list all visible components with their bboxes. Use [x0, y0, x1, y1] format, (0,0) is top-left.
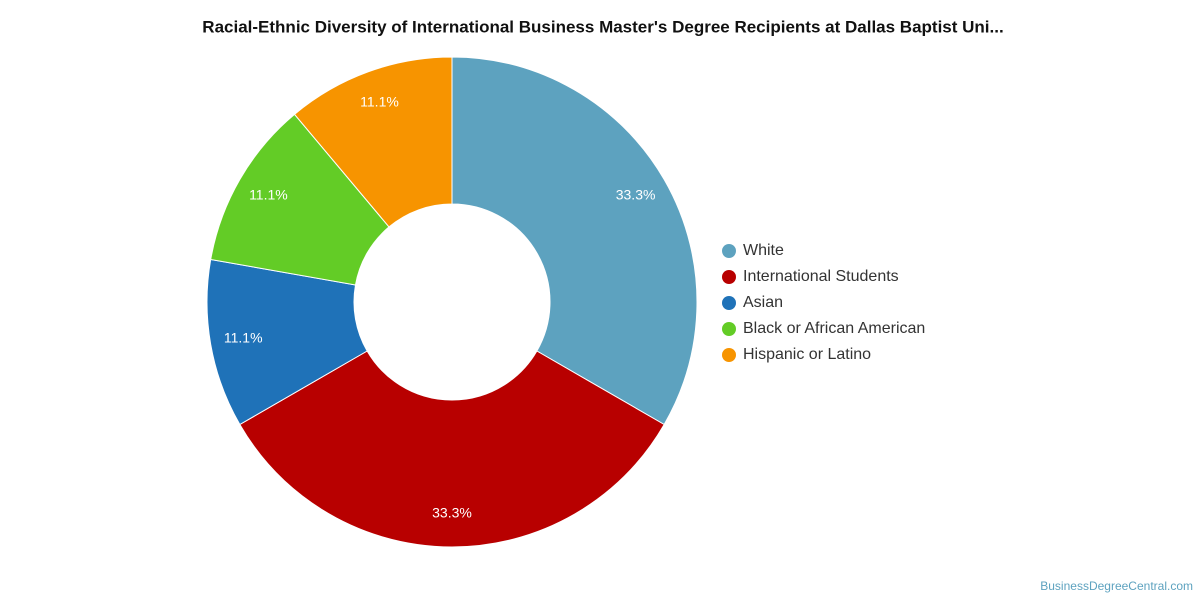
legend-marker [722, 270, 736, 284]
data-label: 33.3% [616, 187, 656, 203]
legend-label: Hispanic or Latino [743, 346, 871, 363]
data-label: 33.3% [432, 505, 472, 521]
slice [293, 56, 453, 228]
legend-label: Black or African American [743, 320, 925, 337]
legend-label: White [743, 242, 784, 259]
data-label: 11.1% [224, 330, 263, 346]
legend-marker [722, 348, 736, 362]
legend-label: International Students [743, 268, 899, 285]
source[interactable]: BusinessDegreeCentral.com [1040, 579, 1193, 593]
legend-marker [722, 244, 736, 258]
chart-title: Racial-Ethnic Diversity of International… [202, 17, 1003, 36]
slice [210, 113, 390, 286]
data-label: 11.1% [360, 93, 399, 109]
legend-marker [722, 296, 736, 310]
legend-label: Asian [743, 294, 783, 311]
slice [451, 56, 698, 426]
legend-marker [722, 322, 736, 336]
slice [239, 350, 665, 548]
data-label: 11.1% [249, 187, 288, 203]
slice [206, 258, 368, 426]
